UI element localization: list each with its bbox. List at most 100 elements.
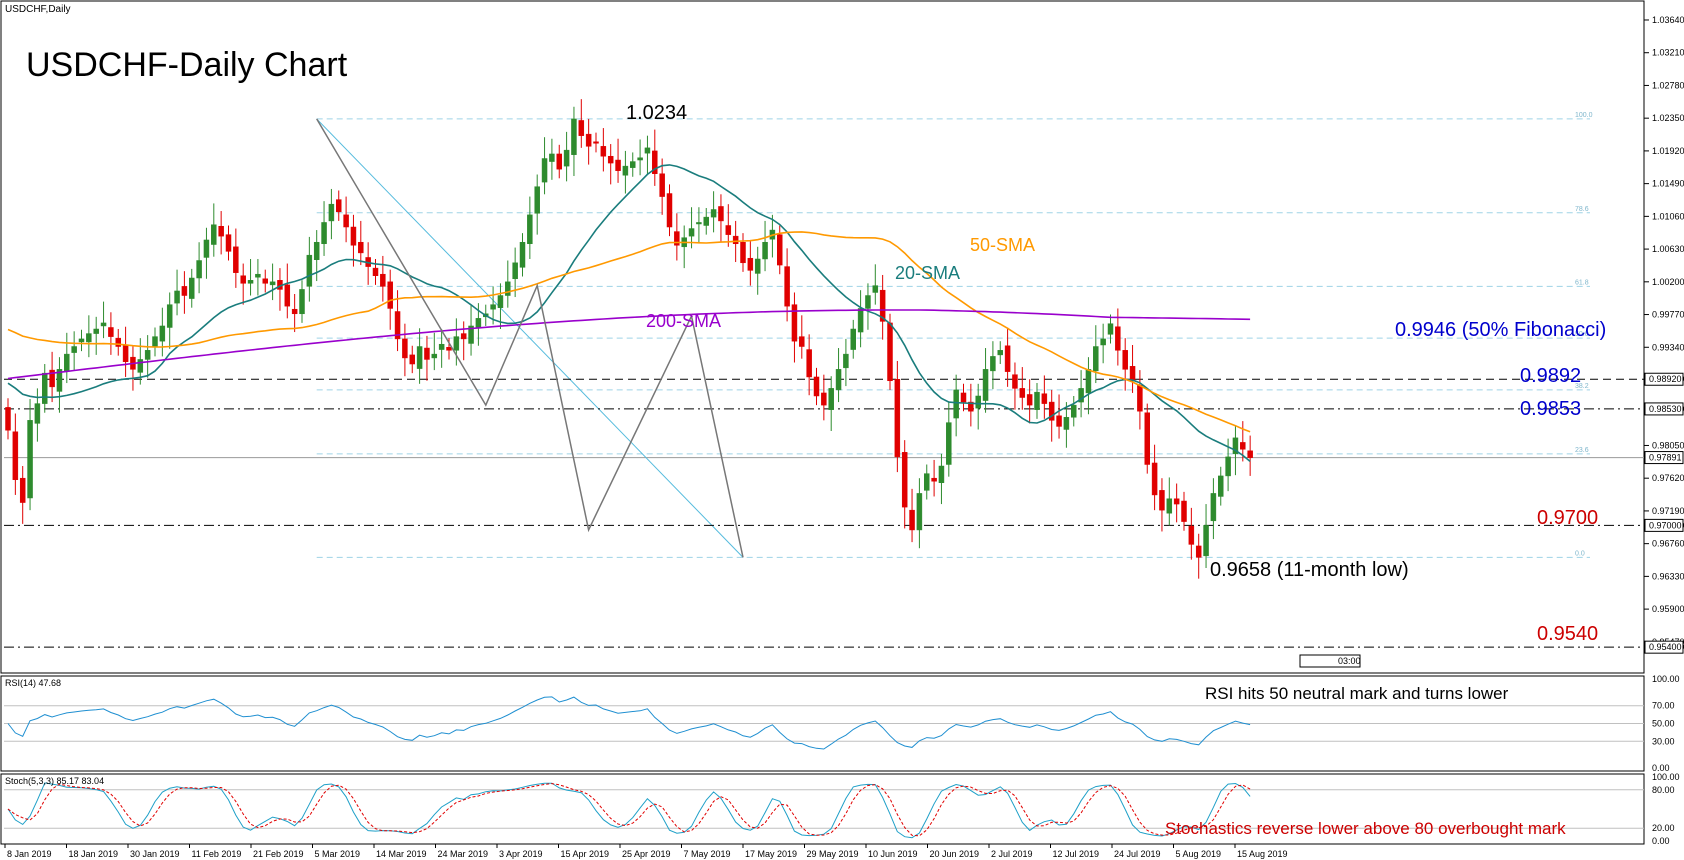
- candle-down: [806, 349, 812, 378]
- candle-up: [1071, 404, 1077, 418]
- candle-down: [387, 281, 393, 309]
- date-tick-label: 18 Jan 2019: [69, 849, 119, 859]
- fib-level-ratio: 23.6: [1575, 447, 1589, 454]
- candle-up: [152, 336, 158, 348]
- candle-down: [49, 369, 55, 388]
- candle-down: [747, 257, 754, 271]
- candle-up: [269, 281, 276, 286]
- date-tick-label: 2 Jul 2019: [991, 849, 1033, 859]
- price-tick-label: 0.95900: [1652, 604, 1684, 614]
- level-axis-label: 0.97000: [1649, 520, 1682, 530]
- candle-down: [652, 150, 658, 174]
- candle-up: [1218, 475, 1224, 497]
- candle-up: [211, 224, 217, 245]
- candle-up: [497, 295, 504, 308]
- candle-up: [505, 281, 511, 296]
- candle-up: [997, 350, 1003, 356]
- candle-down: [666, 193, 673, 228]
- candle-up: [166, 304, 173, 328]
- candle-down: [968, 401, 974, 412]
- candle-up: [541, 158, 548, 183]
- candle-down: [5, 407, 11, 431]
- sma20-label: 20-SMA: [895, 263, 960, 283]
- candle-down: [1129, 366, 1136, 382]
- candle-down: [291, 308, 298, 315]
- price-tick-label: 0.96330: [1652, 571, 1684, 581]
- level-axis-label: 0.98920: [1649, 374, 1682, 384]
- candle-down: [12, 431, 19, 480]
- candle-up: [563, 149, 570, 167]
- zigzag-path: [316, 118, 744, 558]
- stoch-d-line: [7, 783, 1251, 837]
- candle-up: [78, 338, 85, 343]
- candle-up: [144, 350, 151, 360]
- candle-up: [93, 328, 99, 334]
- price-tick-label: 1.02780: [1652, 80, 1684, 90]
- candle-down: [931, 477, 937, 482]
- date-tick-label: 20 Jun 2019: [930, 849, 980, 859]
- fib-level-ratio: 50.0: [1575, 331, 1589, 338]
- candle-down: [887, 322, 893, 382]
- candle-up: [1100, 338, 1106, 346]
- date-tick-label: 5 Aug 2019: [1176, 849, 1222, 859]
- candle-up: [1203, 525, 1209, 557]
- candle-down: [1173, 498, 1180, 505]
- candle-up: [313, 241, 320, 260]
- rsi-tick-label: 70.00: [1652, 701, 1675, 711]
- fib50-annotation: 0.9946 (50% Fibonacci): [1395, 319, 1606, 341]
- price-tick-label: 1.03210: [1652, 48, 1684, 58]
- candle-up: [34, 403, 41, 424]
- candle-down: [1122, 350, 1128, 370]
- date-tick-label: 14 Mar 2019: [376, 849, 427, 859]
- level-label-9892: 0.9892: [1520, 365, 1581, 387]
- candle-down: [225, 234, 232, 252]
- candle-down: [725, 225, 732, 235]
- candle-up: [828, 388, 834, 410]
- candle-down: [960, 392, 967, 403]
- zigzag-trendlines: [316, 118, 744, 558]
- candle-down: [1041, 393, 1048, 404]
- candle-down: [556, 153, 562, 170]
- timeframe-box[interactable]: 03:00: [1299, 654, 1361, 668]
- level-axis-box: [1644, 640, 1684, 654]
- candle-down: [659, 173, 665, 197]
- stoch-tick-label: 0.00: [1652, 836, 1670, 846]
- chart-title: USDCHF-Daily Chart: [26, 46, 348, 84]
- candle-down: [674, 231, 680, 246]
- candle-up: [1166, 498, 1173, 514]
- candle-up: [850, 328, 856, 350]
- price-tick-label: 1.02350: [1652, 113, 1684, 123]
- date-axis: 8 Jan 2019 18 Jan 2019 30 Jan 2019 11 Feb 2…: [4, 844, 1288, 859]
- date-tick-label: 15 Aug 2019: [1237, 849, 1288, 859]
- candle-up: [519, 241, 526, 268]
- price-tick-label: 1.01490: [1652, 179, 1684, 189]
- candle-up: [637, 157, 643, 161]
- candle-up: [754, 258, 761, 274]
- candle-down: [409, 354, 415, 365]
- candle-down: [740, 241, 746, 264]
- candle-up: [159, 325, 166, 342]
- candle-down: [218, 226, 224, 237]
- candle-up: [982, 369, 989, 401]
- stoch-annotation: Stochastics reverse lower above 80 overb…: [1165, 819, 1566, 838]
- candle-up: [688, 228, 695, 237]
- candle-up: [86, 333, 92, 343]
- rsi-tick-label: 30.00: [1652, 736, 1675, 746]
- date-tick-label: 17 May 2019: [745, 849, 797, 859]
- candle-up: [299, 289, 305, 315]
- candle-down: [1019, 388, 1026, 398]
- candle-up: [938, 465, 945, 484]
- candle-down: [578, 120, 585, 136]
- candle-down: [1159, 490, 1165, 511]
- candle-up: [843, 353, 849, 369]
- timeframe-box-label: 03:00: [1338, 656, 1361, 666]
- candlesticks: [5, 99, 1253, 579]
- candle-up: [534, 186, 540, 214]
- candle-down: [284, 284, 291, 307]
- date-tick-label: 10 Jun 2019: [868, 849, 918, 859]
- candle-up: [247, 280, 254, 284]
- candle-up: [27, 420, 33, 499]
- candle-down: [233, 246, 239, 273]
- candle-up: [137, 359, 144, 373]
- fib-diagonal: [316, 118, 744, 558]
